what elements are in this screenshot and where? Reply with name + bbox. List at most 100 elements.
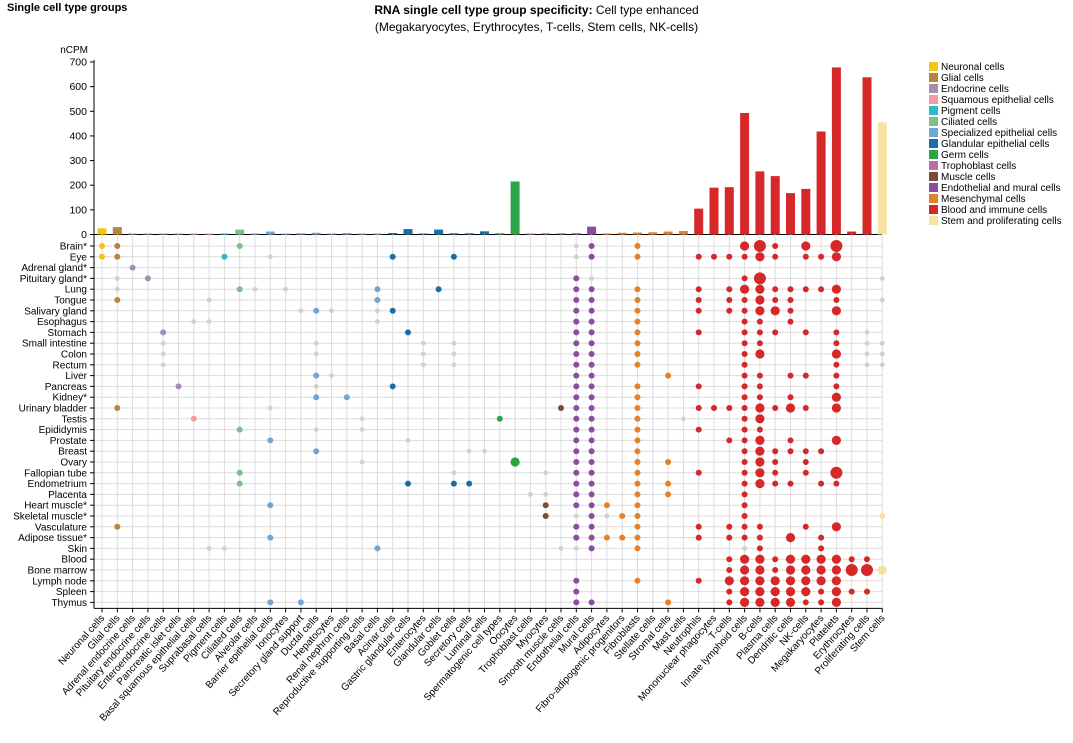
dot xyxy=(756,329,763,336)
dot xyxy=(864,330,870,335)
dot xyxy=(634,480,641,487)
dot xyxy=(741,405,748,411)
dot xyxy=(588,318,595,325)
tissue-label: Tongue xyxy=(54,296,87,307)
dot xyxy=(236,469,243,476)
dot xyxy=(741,437,748,444)
dot xyxy=(573,372,580,379)
dot xyxy=(755,295,765,305)
dot xyxy=(191,319,197,324)
dot xyxy=(588,286,595,293)
dot xyxy=(831,403,842,413)
dot xyxy=(833,383,840,390)
dot xyxy=(772,253,779,260)
legend-label: Endothelial and mural cells xyxy=(941,183,1061,194)
tissue-label: Brain* xyxy=(60,242,87,253)
dots xyxy=(99,240,887,608)
dot xyxy=(740,597,750,608)
dot xyxy=(588,448,595,455)
dot xyxy=(831,597,842,608)
bar xyxy=(250,233,260,235)
legend-label: Trophoblast cells xyxy=(941,161,1016,172)
dot xyxy=(604,513,610,519)
dot xyxy=(573,329,580,336)
legend-label: Neuronal cells xyxy=(941,62,1004,73)
bar xyxy=(556,233,566,235)
dot xyxy=(753,272,766,285)
dot xyxy=(741,253,748,260)
dot xyxy=(573,415,580,422)
tissue-label: Salivary gland xyxy=(24,306,87,317)
dot xyxy=(573,577,580,584)
bar xyxy=(740,113,750,235)
dot xyxy=(831,565,842,575)
dot xyxy=(740,576,750,586)
dot xyxy=(742,546,747,551)
dot xyxy=(114,405,121,411)
dot xyxy=(785,533,796,543)
dot xyxy=(634,340,641,347)
dot xyxy=(818,253,825,260)
dot xyxy=(588,340,595,347)
dot xyxy=(405,438,411,443)
dot xyxy=(634,523,641,530)
dot xyxy=(588,469,595,476)
dot xyxy=(818,599,825,606)
dot xyxy=(114,286,120,292)
dot xyxy=(830,240,843,252)
legend-label: Glandular epithelial cells xyxy=(941,139,1049,150)
dot xyxy=(665,491,672,498)
dot xyxy=(864,362,870,368)
bar xyxy=(434,229,444,235)
dot xyxy=(588,599,595,606)
bar xyxy=(372,233,382,235)
dot xyxy=(573,437,580,444)
tissue-label: Skeletal muscle* xyxy=(13,512,87,523)
dot xyxy=(129,264,136,271)
bar xyxy=(663,231,673,235)
dot xyxy=(741,340,748,347)
dot xyxy=(772,286,779,293)
dot xyxy=(772,480,779,487)
dot xyxy=(770,576,780,586)
dot xyxy=(831,392,842,402)
y-tick-label: 300 xyxy=(69,155,87,167)
dot xyxy=(726,534,733,541)
dot xyxy=(741,534,748,541)
dot xyxy=(588,372,595,379)
dot xyxy=(114,523,121,530)
dot xyxy=(634,448,641,455)
tissue-label: Endometrium xyxy=(28,479,87,490)
dot xyxy=(785,587,796,597)
dot xyxy=(833,480,840,487)
dot xyxy=(695,253,702,260)
dot xyxy=(772,405,779,411)
dot xyxy=(375,319,380,324)
y-axis-label: nCPM xyxy=(60,45,88,56)
dot xyxy=(267,599,274,606)
bar xyxy=(694,208,704,235)
dot xyxy=(206,546,212,551)
dot xyxy=(833,340,840,347)
dot xyxy=(741,448,748,455)
page-title: Single cell type groups xyxy=(7,2,128,14)
bar xyxy=(311,232,321,235)
dot xyxy=(802,405,809,411)
dot xyxy=(879,362,885,368)
legend-label: Germ cells xyxy=(941,150,989,161)
dot xyxy=(756,545,763,552)
dot xyxy=(114,243,121,249)
tissue-label: Spleen xyxy=(56,587,87,598)
tissue-label: Ovary xyxy=(60,458,87,469)
dot xyxy=(741,491,748,498)
bar xyxy=(617,232,627,235)
dot xyxy=(405,329,411,336)
bar xyxy=(847,231,857,235)
dot xyxy=(726,437,733,444)
dot xyxy=(753,240,766,252)
dot xyxy=(741,307,748,314)
dot xyxy=(573,534,580,541)
dot xyxy=(267,437,274,444)
dot xyxy=(588,513,595,519)
